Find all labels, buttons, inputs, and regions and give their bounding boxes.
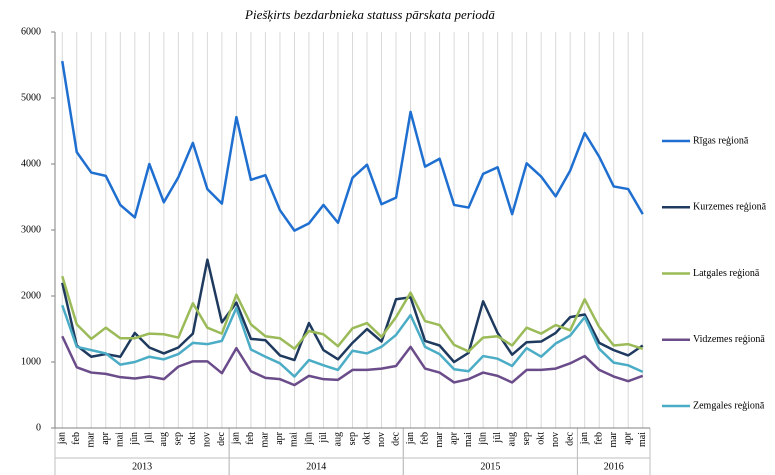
chart-title: Piešķirts bezdarbnieka statuss pārskata … xyxy=(244,7,495,22)
x-tick-label: feb xyxy=(245,432,256,445)
x-tick-label: jūl xyxy=(144,432,155,444)
series-line xyxy=(61,258,644,364)
x-tick-label: dec xyxy=(564,431,575,445)
x-tick-label: jūl xyxy=(492,432,503,444)
y-tick-label: 5000 xyxy=(21,92,41,103)
x-tick-label: jan xyxy=(579,432,590,445)
y-tick-label: 6000 xyxy=(21,26,41,37)
x-tick-label: mar xyxy=(434,431,445,447)
x-tick-label: sep xyxy=(173,432,184,445)
series-line xyxy=(61,335,644,387)
y-tick-label: 1000 xyxy=(21,356,41,367)
x-group-label: 2016 xyxy=(604,461,624,472)
legend-label: Kurzemes reģionā xyxy=(693,202,767,213)
x-tick-label: apr xyxy=(448,431,459,444)
x-tick-label: mai xyxy=(463,432,474,447)
x-tick-label: feb xyxy=(71,432,82,445)
x-tick-label: sep xyxy=(521,432,532,445)
y-tick-label: 4000 xyxy=(21,158,41,169)
x-tick-label: mar xyxy=(260,431,271,447)
x-tick-label: mai xyxy=(289,432,300,447)
series-line xyxy=(61,275,644,353)
x-tick-label: jan xyxy=(57,432,68,445)
x-tick-label: aug xyxy=(506,432,517,446)
x-tick-label: jūn xyxy=(303,432,314,446)
x-tick-label: okt xyxy=(361,432,372,445)
x-tick-label: okt xyxy=(187,432,198,445)
x-tick-label: apr xyxy=(274,431,285,444)
x-tick-label: feb xyxy=(419,432,430,445)
x-tick-label: mar xyxy=(608,431,619,447)
x-tick-label: feb xyxy=(594,432,605,445)
x-tick-label: apr xyxy=(623,431,634,444)
x-tick-label: aug xyxy=(158,432,169,446)
x-tick-label: mai xyxy=(637,432,648,447)
x-tick-label: nov xyxy=(202,432,213,447)
series-line xyxy=(61,60,644,232)
y-tick-label: 2000 xyxy=(21,290,41,301)
y-tick-label: 3000 xyxy=(21,224,41,235)
x-tick-label: apr xyxy=(100,431,111,444)
legend-label: Latgales reģionā xyxy=(693,268,760,279)
x-tick-label: dec xyxy=(216,431,227,445)
x-tick-label: sep xyxy=(347,432,358,445)
x-tick-label: aug xyxy=(332,432,343,446)
x-tick-label: nov xyxy=(550,432,561,447)
x-tick-label: okt xyxy=(535,432,546,445)
x-tick-label: jūl xyxy=(318,432,329,444)
series-line xyxy=(61,304,644,378)
x-tick-label: mar xyxy=(86,431,97,447)
legend-label: Rīgas reģionā xyxy=(693,135,749,146)
y-tick-label: 0 xyxy=(36,422,41,433)
x-tick-label: jan xyxy=(231,432,242,445)
x-tick-label: jūn xyxy=(477,432,488,446)
legend-label: Zemgales reģionā xyxy=(693,400,765,411)
x-group-label: 2013 xyxy=(132,461,152,472)
legend-label: Vidzemes reģionā xyxy=(693,334,765,345)
x-tick-label: nov xyxy=(376,432,387,447)
x-group-label: 2014 xyxy=(306,461,326,472)
x-group-label: 2015 xyxy=(480,461,500,472)
x-tick-label: dec xyxy=(390,431,401,445)
x-tick-label: jan xyxy=(405,432,416,445)
x-tick-label: jūn xyxy=(129,432,140,446)
x-tick-label: mai xyxy=(115,432,126,447)
